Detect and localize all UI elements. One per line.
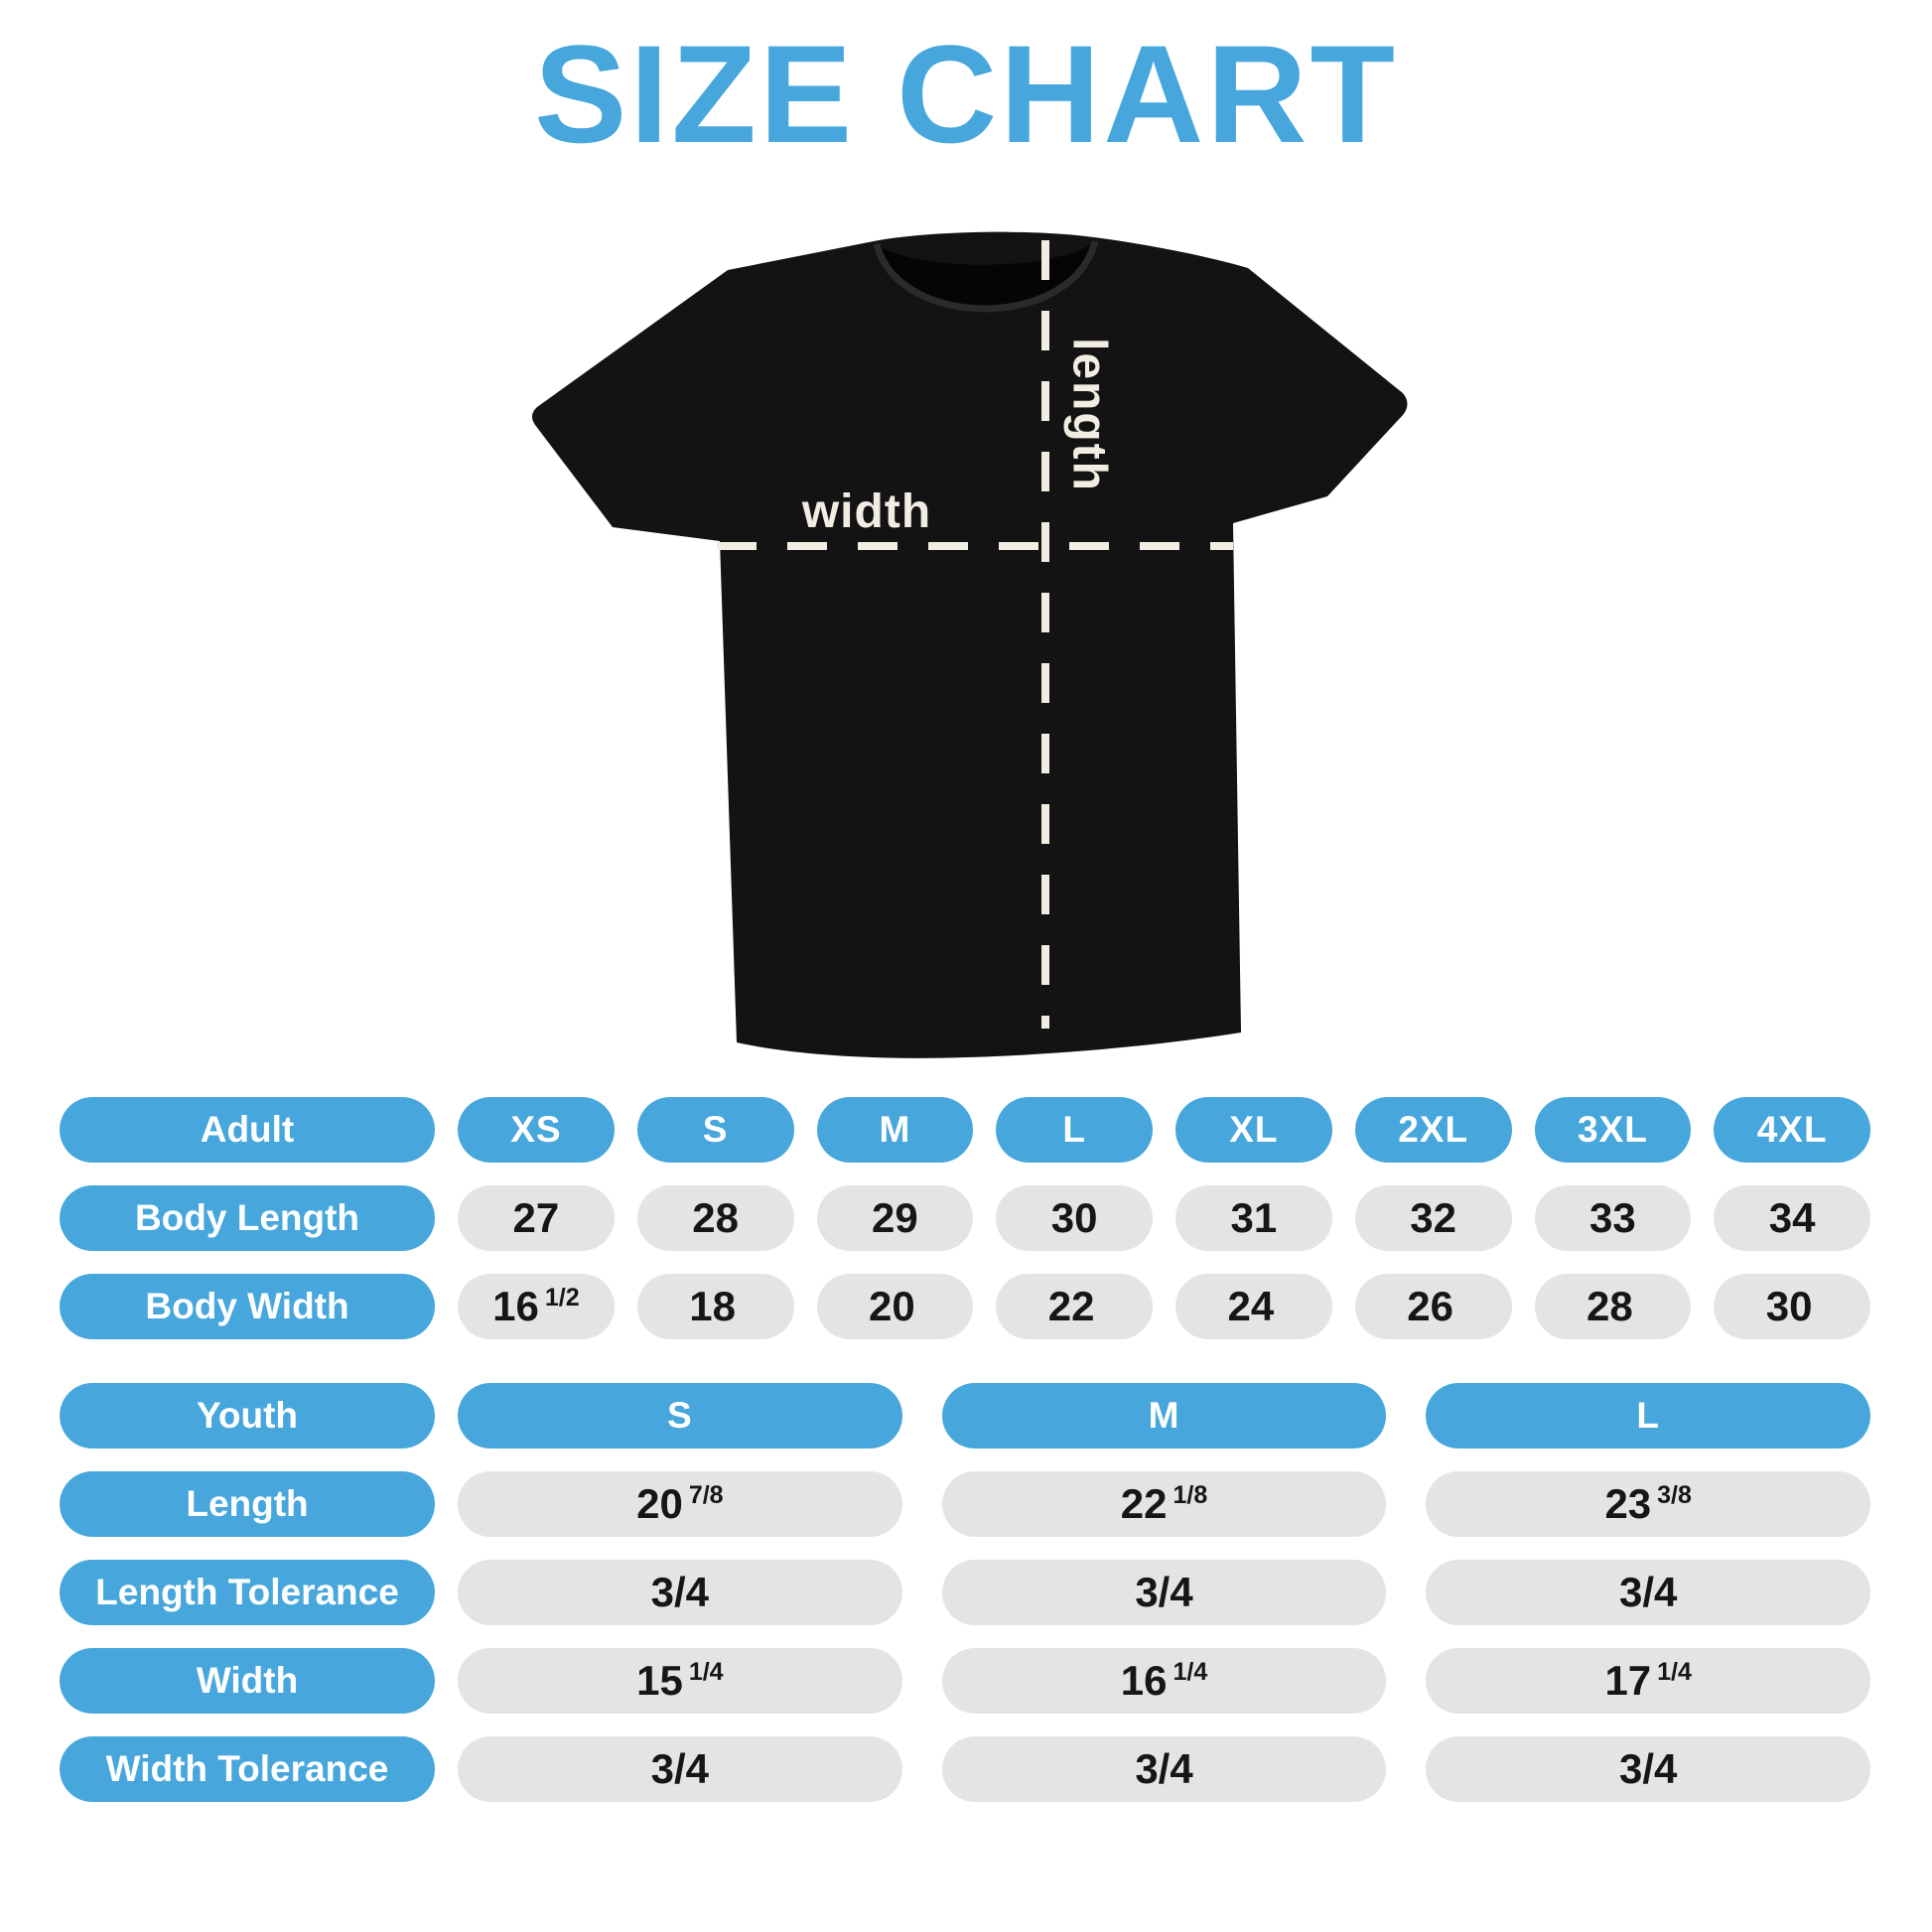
youth-width-row: Width 15 1/4 16 1/4 17 1/4 [60,1648,1871,1714]
youth-length-label: Length [60,1471,435,1537]
youth-length-tolerance-label: Length Tolerance [60,1560,435,1625]
shirt-collar-opening [877,241,1095,309]
youth-length-tolerance-value: 3/4 [458,1560,902,1625]
youth-length-value: 20 7/8 [458,1471,902,1537]
body-length-value: 28 [636,1185,794,1251]
body-width-value: 22 [996,1274,1153,1339]
youth-width-value: 15 1/4 [458,1648,902,1714]
body-length-value: 27 [458,1185,615,1251]
value-whole: 17 [1604,1657,1652,1704]
body-length-label: Body Length [60,1185,435,1251]
adult-size-s: S [636,1097,794,1163]
youth-width-label: Width [60,1648,435,1714]
body-width-label: Body Width [60,1274,435,1339]
value-whole: 16 [492,1283,539,1329]
body-width-value: 26 [1354,1274,1512,1339]
youth-length-tolerance-value: 3/4 [941,1560,1387,1625]
youth-width-tolerance-value: 3/4 [941,1736,1387,1802]
youth-width-tolerance-value: 3/4 [458,1736,902,1802]
value-whole: 28 [1587,1283,1633,1329]
length-label: length [1063,338,1116,492]
value-whole: 18 [689,1283,736,1329]
value-whole: 22 [1047,1283,1095,1329]
adult-header-cell: Adult [60,1097,435,1163]
body-width-value: 18 [636,1274,794,1339]
adult-size-3xl: 3XL [1534,1097,1692,1163]
body-length-value: 34 [1714,1185,1870,1251]
youth-width-tolerance-row: Width Tolerance 3/4 3/4 3/4 [60,1736,1871,1802]
youth-header-cell: Youth [60,1383,435,1449]
body-width-value: 30 [1714,1274,1870,1339]
value-whole: 23 [1604,1480,1652,1527]
value-fraction: 1/2 [544,1283,580,1311]
adult-header-row: Adult XS S M L XL 2XL 3XL 4XL [60,1097,1870,1163]
width-label: width [801,485,931,538]
value-fraction: 1/4 [688,1657,724,1686]
value-fraction: 1/8 [1173,1480,1208,1509]
youth-length-row: Length 20 7/8 22 1/8 23 3/8 [60,1471,1871,1537]
value-whole: 24 [1227,1283,1275,1329]
value-whole: 22 [1120,1480,1168,1527]
body-width-value: 16 1/2 [458,1274,615,1339]
body-width-value: 24 [1175,1274,1332,1339]
youth-width-tolerance-label: Width Tolerance [60,1736,435,1802]
youth-length-value: 22 1/8 [941,1471,1387,1537]
value-fraction: 1/4 [1173,1657,1208,1686]
adult-size-xl: XL [1175,1097,1332,1163]
value-whole: 26 [1407,1283,1453,1329]
shirt-collar-band [873,240,1099,313]
value-whole: 20 [869,1283,915,1329]
youth-width-value: 16 1/4 [941,1648,1387,1714]
adult-size-xs: XS [458,1097,615,1163]
youth-width-tolerance-value: 3/4 [1426,1736,1871,1802]
value-whole: 15 [636,1657,683,1704]
youth-header-row: Youth S M L [60,1383,1871,1449]
adult-size-m: M [816,1097,974,1163]
body-length-row: Body Length 27 28 29 30 31 32 33 34 [60,1185,1870,1251]
page-title: SIZE CHART [534,16,1398,172]
shirt-silhouette [531,231,1408,1058]
youth-size-l: L [1426,1383,1871,1449]
youth-size-s: S [458,1383,902,1449]
tshirt-diagram: width length [531,231,1408,1058]
value-fraction: 1/4 [1657,1657,1692,1686]
size-tables: Adult XS S M L XL 2XL 3XL 4XL Body Lengt… [60,1097,1871,1825]
youth-size-m: M [941,1383,1387,1449]
youth-length-value: 23 3/8 [1426,1471,1871,1537]
body-length-value: 33 [1534,1185,1692,1251]
body-length-value: 31 [1175,1185,1332,1251]
youth-length-tolerance-value: 3/4 [1426,1560,1871,1625]
adult-size-2xl: 2XL [1354,1097,1512,1163]
value-whole: 30 [1765,1283,1813,1329]
body-width-value: 28 [1534,1274,1692,1339]
value-fraction: 7/8 [688,1480,724,1509]
body-width-value: 20 [816,1274,974,1339]
body-length-value: 32 [1354,1185,1512,1251]
youth-width-value: 17 1/4 [1426,1648,1871,1714]
value-whole: 20 [636,1480,683,1527]
body-length-value: 29 [816,1185,974,1251]
adult-size-l: L [996,1097,1153,1163]
value-fraction: 3/8 [1657,1480,1692,1509]
body-length-value: 30 [996,1185,1153,1251]
adult-size-4xl: 4XL [1714,1097,1870,1163]
youth-length-tolerance-row: Length Tolerance 3/4 3/4 3/4 [60,1560,1871,1625]
body-width-row: Body Width 16 1/2 18 20 22 24 26 28 30 [60,1274,1870,1339]
value-whole: 16 [1120,1657,1168,1704]
